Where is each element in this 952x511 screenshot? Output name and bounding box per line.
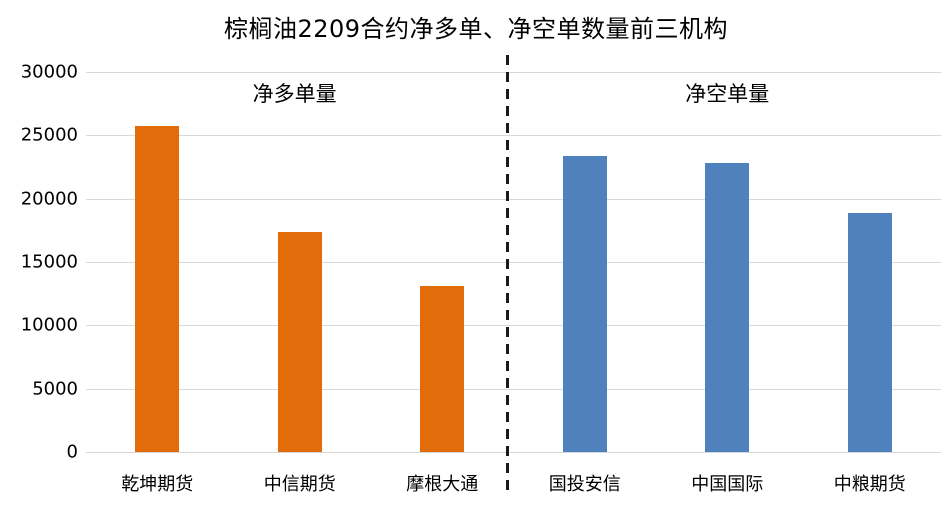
gridline — [86, 198, 941, 200]
gridline — [86, 262, 941, 263]
x-label-中粮期货: 中粮期货 — [833, 474, 906, 495]
y-tick-label: 15000 — [20, 251, 78, 273]
bar-摩根大通 — [420, 286, 465, 452]
bar-中信期货 — [277, 231, 322, 452]
gridline — [86, 325, 941, 327]
chart-title: 棕榈油2209合约净多单、净空单数量前三机构 — [223, 15, 729, 43]
y-tick-label: 0 — [66, 441, 78, 463]
x-label-乾坤期货: 乾坤期货 — [121, 474, 194, 495]
gridline — [86, 72, 941, 73]
gridline — [86, 388, 941, 390]
x-label-中国国际: 中国国际 — [691, 474, 764, 495]
section-label: 净空单量 — [685, 82, 770, 106]
y-tick-label: 10000 — [20, 314, 78, 336]
x-label-中信期货: 中信期货 — [263, 474, 336, 495]
bar-中国国际 — [705, 163, 750, 452]
gridline — [86, 135, 941, 137]
plot-area: 净多单量 净空单量 — [86, 72, 941, 453]
x-label-国投安信: 国投安信 — [548, 474, 621, 495]
section-label: 净多单量 — [252, 82, 337, 106]
y-tick-label: 20000 — [20, 188, 78, 210]
gridline — [86, 452, 941, 453]
x-label-摩根大通: 摩根大通 — [406, 474, 479, 495]
y-tick-label: 30000 — [20, 61, 78, 83]
x-axis: 乾坤期货 中信期货 摩根大通 国投安信 中国国际 中粮期货 — [86, 470, 941, 500]
y-axis: 0 5000 10000 15000 20000 25000 30000 — [0, 62, 78, 463]
section-separator-dashed-line — [506, 55, 509, 495]
bar-乾坤期货 — [135, 126, 180, 452]
bar-中粮期货 — [847, 212, 892, 452]
y-tick-label: 25000 — [20, 124, 78, 146]
y-tick-label: 5000 — [32, 378, 78, 400]
bar-国投安信 — [562, 155, 607, 452]
